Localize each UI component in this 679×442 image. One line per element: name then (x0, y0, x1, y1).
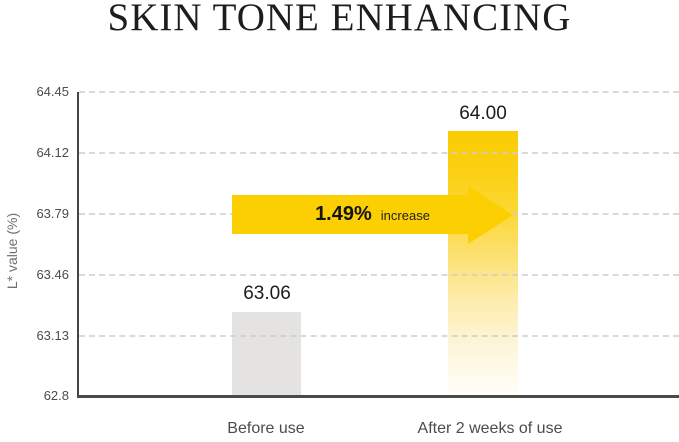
bar-value-label-before: 63.06 (243, 283, 291, 304)
gridline (79, 91, 679, 93)
bar-value-label-after: 64.00 (459, 103, 507, 124)
chart-title: SKIN TONE ENHANCING (107, 0, 572, 39)
x-tick-label-after: After 2 weeks of use (417, 420, 563, 437)
increase-percent-label: 1.49% (315, 203, 372, 225)
y-tick-label: 64.12 (36, 145, 69, 160)
increase-arrow-body (232, 195, 468, 234)
gridline (79, 274, 679, 276)
gridline (79, 152, 679, 154)
x-axis-line (77, 395, 679, 398)
y-tick-label: 63.79 (36, 206, 69, 221)
gridline (79, 335, 679, 337)
y-tick-label: 63.13 (36, 328, 69, 343)
y-tick-label: 63.46 (36, 267, 69, 282)
bar-before-use (232, 312, 301, 397)
y-tick-label: 64.45 (36, 84, 69, 99)
increase-arrow-head-icon (468, 186, 513, 244)
increase-text-label: increase (380, 208, 430, 223)
y-axis-line (77, 92, 79, 397)
x-tick-label-before: Before use (227, 420, 305, 437)
y-tick-label: 62.8 (43, 388, 69, 403)
bar-after-use (448, 131, 518, 397)
increase-annotation: 1.49% increase (232, 195, 513, 234)
